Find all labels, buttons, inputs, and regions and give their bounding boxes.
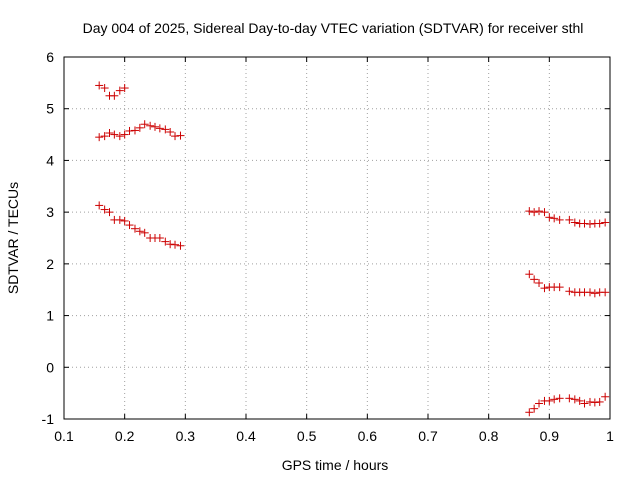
y-tick-label: 2 [46,256,54,272]
data-point-marker [161,125,170,134]
data-point-marker [110,130,119,139]
y-tick-label: 6 [46,49,54,65]
data-point-marker [130,224,139,233]
data-point-marker [601,392,610,401]
data-point-marker [130,126,139,135]
data-point-marker [565,215,574,224]
data-point-marker [115,86,124,95]
data-point-marker [555,394,564,403]
data-point-marker [115,215,124,224]
data-point-marker [105,129,114,138]
data-point-marker [166,240,175,249]
data-point-marker [161,237,170,246]
data-point-marker [575,396,584,405]
data-point-marker [95,81,104,90]
data-point-marker [525,207,534,216]
data-point-marker [540,284,549,293]
chart-title: Day 004 of 2025, Sidereal Day-to-day VTE… [83,20,584,36]
data-point-marker [95,133,104,142]
plot-area-frame [63,56,611,420]
data-point-marker [565,287,574,296]
data-point-marker [585,220,594,229]
data-point-marker [555,215,564,224]
data-point-marker [525,270,534,279]
data-point-marker [176,241,185,250]
data-point-marker [535,278,544,287]
data-point-marker [545,396,554,405]
y-tick-label: -1 [42,411,55,427]
data-point-marker [550,214,559,223]
data-point-marker [530,404,539,413]
x-tick-label: 1 [606,428,614,444]
data-point-marker [565,394,574,403]
x-tick-label: 0.5 [297,428,317,444]
data-point-marker [166,127,175,136]
y-axis-title: SDTVAR / TECUs [5,182,21,294]
x-tick-label: 0.6 [358,428,378,444]
ticks-layer: 0.1 0.2 0.3 0.4 0.5 0.6 0.7 0.8 0.9 1 -1 0 1 2 3 4 5 6 [42,49,615,444]
data-point-marker [585,288,594,297]
y-tick-label: 3 [46,204,54,220]
data-point-marker [590,289,599,298]
data-point-marker [120,130,129,139]
data-point-marker [601,288,610,297]
data-point-marker [590,398,599,407]
data-point-marker [540,208,549,217]
data-point-marker [585,397,594,406]
data-point-marker [140,120,149,129]
data-point-marker [151,122,159,131]
data-point-marker [570,218,579,227]
data-point-marker [570,395,579,404]
data-point-marker [530,208,539,217]
data-point-marker [601,218,610,227]
data-point-marker [535,207,544,216]
data-point-marker [135,123,144,132]
x-tick-label: 0.9 [540,428,560,444]
data-point-marker [595,219,604,228]
data-point-marker [125,221,134,230]
data-point-marker [155,234,164,242]
data-point-marker [550,395,559,404]
data-point-marker [95,201,104,210]
x-tick-label: 0.8 [479,428,499,444]
x-tick-label: 0.7 [418,428,438,444]
x-tick-label: 0.2 [115,428,135,444]
data-point-marker [120,216,129,225]
x-tick-label: 0.1 [54,428,74,444]
data-point-marker [100,84,109,93]
data-point-marker [110,91,119,100]
y-tick-label: 4 [46,152,54,168]
data-point-marker [545,213,554,222]
x-tick-label: 0.3 [176,428,196,444]
y-tick-label: 5 [46,101,54,117]
data-point-marker [171,132,180,141]
points-layer [95,81,610,417]
data-point-marker [155,124,164,133]
data-point-marker [135,227,144,236]
y-tick-label: 1 [46,308,54,324]
data-point-marker [595,397,604,406]
y-tick-label: 0 [46,359,54,375]
data-point-marker [555,283,564,292]
data-point-marker [100,132,109,141]
data-point-marker [100,205,109,214]
data-point-marker [115,132,124,141]
data-point-marker [120,84,129,93]
data-point-marker [171,240,180,249]
x-tick-label: 0.4 [236,428,256,444]
x-axis-title: GPS time / hours [282,457,389,473]
data-point-marker [176,131,185,140]
data-point-marker [105,208,114,217]
data-point-marker [580,219,589,228]
data-point-marker [146,121,155,130]
data-point-marker [525,408,534,417]
data-point-marker [140,228,149,237]
grid-layer [64,57,610,419]
data-point-marker [530,275,539,284]
data-point-marker [535,399,544,408]
data-point-marker [580,399,589,408]
data-point-marker [125,126,134,135]
